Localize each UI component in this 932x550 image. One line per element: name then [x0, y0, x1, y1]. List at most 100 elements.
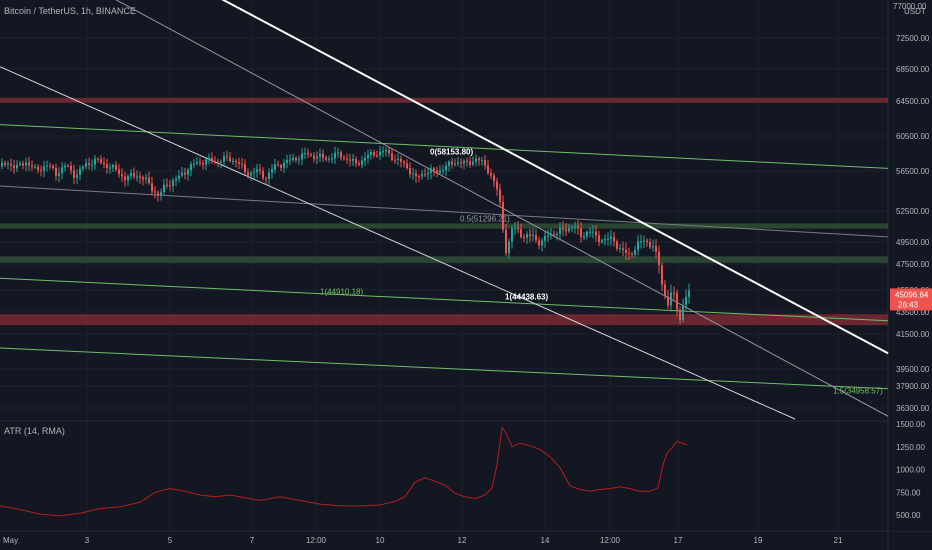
candle-body [178, 175, 180, 179]
candle-body [364, 157, 366, 161]
candle-body [571, 227, 573, 229]
price-axis[interactable]: 77000.00 72500.00 68500.00 64500.00 60500.00… [889, 0, 932, 531]
candle-body [340, 152, 342, 158]
candle-body [538, 240, 540, 246]
candle-body [466, 160, 468, 162]
candle-body [625, 249, 627, 253]
fib-label: 0(58153.80) [430, 148, 473, 157]
candle-body [433, 168, 435, 171]
candle-body [40, 170, 42, 172]
candle-body [193, 163, 195, 165]
time-axis-label: 3 [85, 536, 90, 545]
candle-body [367, 154, 369, 158]
price-axis-label: 41500.00 [896, 330, 930, 339]
candle-body [277, 164, 279, 166]
candle-body [97, 158, 99, 160]
candle-body [646, 240, 648, 242]
candle-body [529, 234, 531, 237]
candle-body [283, 162, 285, 168]
candlestick-series [1, 145, 690, 325]
time-axis-label: 10 [376, 536, 385, 545]
candle-body [148, 177, 150, 184]
candle-body [541, 240, 543, 246]
atr-axis-label: 1250.00 [896, 443, 925, 452]
last-price-badge [890, 288, 932, 311]
time-axis-label: 12:00 [600, 536, 621, 545]
candle-body [28, 162, 30, 166]
candle-body [409, 168, 411, 175]
time-axis-label: May [3, 536, 18, 545]
candle-body [76, 174, 78, 178]
candle-body [658, 251, 660, 266]
candle-body [274, 164, 276, 170]
candle-body [223, 156, 225, 162]
candle-body [475, 158, 477, 162]
candle-body [688, 290, 690, 297]
candle-body [106, 164, 108, 168]
atr-axis-label: 1000.00 [896, 466, 925, 475]
price-axis-label: 64500.00 [896, 97, 930, 106]
candle-body [316, 156, 318, 159]
candle-body [574, 226, 576, 228]
candle-body [1, 162, 3, 167]
candle-body [328, 158, 330, 160]
candle-body [379, 151, 381, 156]
candle-body [547, 235, 549, 237]
candle-body [412, 173, 414, 175]
candle-body [16, 164, 18, 169]
symbol-title[interactable]: Bitcoin / TetherUS, 1h, BINANCE [4, 6, 136, 16]
candle-body [352, 158, 354, 161]
candle-body [262, 170, 264, 179]
candle-body [10, 163, 12, 166]
atr-axis-label: 750.00 [896, 488, 921, 497]
candle-body [514, 227, 516, 229]
candle-body [235, 160, 237, 163]
price-axis-label: 39500.00 [896, 365, 930, 374]
candle-body [70, 165, 72, 171]
candle-body [400, 158, 402, 162]
candle-body [595, 231, 597, 236]
candle-body [169, 185, 171, 187]
time-axis-label: 12 [458, 536, 467, 545]
candle-body [496, 181, 498, 190]
candle-body [460, 162, 462, 164]
candle-body [55, 168, 57, 176]
candle-body [622, 248, 624, 250]
time-axis[interactable]: May 3 5 7 12:00 10 12 14 12:00 17 19 21 [3, 536, 843, 545]
price-axis-label: 49500.00 [896, 238, 930, 247]
price-axis-bg [889, 0, 932, 531]
candle-body [37, 166, 39, 171]
candle-body [238, 162, 240, 164]
candle-body [115, 165, 117, 170]
candle-body [427, 172, 429, 175]
candle-body [562, 227, 564, 230]
candle-body [535, 235, 537, 241]
candle-body [292, 157, 294, 160]
candle-body [208, 157, 210, 160]
candle-body [484, 160, 486, 166]
candle-body [640, 241, 642, 243]
candle-body [508, 241, 510, 254]
trend-line [0, 277, 889, 322]
candle-body [607, 238, 609, 240]
candle-body [406, 163, 408, 169]
candle-body [184, 172, 186, 175]
candle-body [682, 304, 684, 320]
candle-body [79, 168, 81, 175]
candle-body [532, 235, 534, 237]
horizontal-zone [0, 223, 888, 229]
price-axis-label: 68500.00 [896, 65, 930, 74]
atr-indicator-title[interactable]: ATR (14, RMA) [4, 426, 65, 436]
fib-label: 1.5(34958.57) [833, 387, 883, 396]
price-axis-label: 37900.00 [896, 382, 930, 391]
fib-label: 1(44910.18) [320, 287, 363, 296]
candle-body [91, 164, 93, 166]
candle-body [196, 162, 198, 164]
candle-body [49, 165, 51, 167]
candle-body [247, 172, 249, 176]
candle-body [34, 166, 36, 168]
candle-body [58, 173, 60, 176]
candle-body [448, 161, 450, 166]
candle-body [253, 171, 255, 173]
